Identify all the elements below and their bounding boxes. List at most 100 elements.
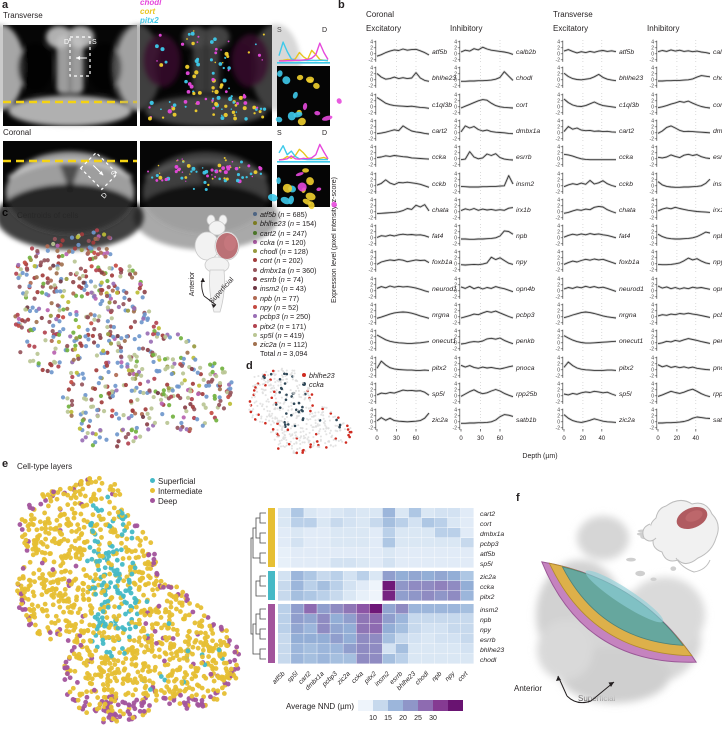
svg-text:-2: -2: [453, 163, 458, 169]
svg-text:4: 4: [557, 145, 560, 151]
legend-dot: [253, 332, 257, 337]
svg-text:0: 0: [370, 420, 373, 426]
svg-text:rpp25b: rpp25b: [516, 391, 537, 398]
legend-item-npb: npb (n = 77): [253, 294, 317, 303]
svg-text:4: 4: [651, 145, 654, 151]
svg-text:chodl: chodl: [414, 670, 430, 686]
mini-plot-transverse-inhibitory-insm2: 420-2 insm2: [650, 171, 722, 195]
svg-text:-2: -2: [556, 294, 561, 300]
panel-b-coronal-title: Coronal: [366, 10, 395, 19]
svg-text:0: 0: [651, 288, 654, 294]
svg-text:-2: -2: [650, 294, 655, 300]
svg-text:dmbx1a: dmbx1a: [713, 128, 722, 135]
svg-text:4: 4: [557, 250, 560, 256]
svg-text:atf5b: atf5b: [619, 49, 634, 56]
svg-text:-2: -2: [453, 268, 458, 274]
svg-text:2: 2: [557, 256, 560, 262]
panel-e-legend: Superficial Intermediate Deep: [150, 477, 202, 507]
svg-text:4: 4: [557, 224, 560, 230]
legend-item-sp5l: sp5l (n = 419): [253, 331, 317, 340]
svg-text:0: 0: [370, 183, 373, 189]
svg-text:0: 0: [651, 393, 654, 399]
legend-dot: [253, 304, 257, 309]
legend-dot: [253, 267, 257, 272]
svg-text:4: 4: [557, 381, 560, 387]
svg-text:0: 0: [557, 288, 560, 294]
legend-dot: [253, 314, 257, 319]
profile-s-label-coronal: S: [277, 130, 282, 137]
svg-text:dmbx1a: dmbx1a: [480, 531, 504, 538]
mini-plot-coronal-inhibitory-penkb: 420-2 penkb: [453, 329, 535, 353]
svg-text:insm2: insm2: [480, 607, 498, 614]
mini-plot-transverse-inhibitory-penkb: 420-2 penkb: [650, 329, 722, 353]
svg-text:c1ql3b: c1ql3b: [619, 102, 639, 109]
mini-plot-transverse-excitatory-neurod1: 420-2 neurod1: [556, 276, 645, 300]
svg-text:-2: -2: [650, 136, 655, 142]
svg-text:-2: -2: [556, 136, 561, 142]
svg-text:4: 4: [454, 224, 457, 230]
svg-text:-2: -2: [650, 215, 655, 221]
svg-text:-2: -2: [453, 58, 458, 64]
svg-text:20: 20: [580, 436, 587, 442]
legend-dot: [253, 323, 257, 328]
mini-plot-transverse-inhibitory-cort: 420-2 cort: [650, 92, 722, 116]
svg-text:D: D: [100, 192, 109, 200]
mini-plot-transverse-excitatory-atf5b: 420-2 atf5b: [556, 40, 635, 64]
svg-text:Anterior: Anterior: [189, 271, 196, 296]
svg-text:4: 4: [651, 355, 654, 361]
svg-text:0: 0: [557, 104, 560, 110]
svg-text:0: 0: [370, 52, 373, 58]
mini-plot-transverse-inhibitory-npb: 420-2 npb: [650, 224, 722, 248]
svg-text:2: 2: [651, 72, 654, 78]
svg-text:2: 2: [370, 203, 373, 209]
svg-text:irx1b: irx1b: [713, 207, 722, 214]
svg-text:esrrb: esrrb: [480, 637, 496, 644]
panel-b-col3-subtitle: Excitatory: [553, 24, 589, 33]
svg-text:0: 0: [557, 209, 560, 215]
legend-item-insm2: insm2 (n = 43): [253, 284, 317, 293]
svg-text:-2: -2: [453, 426, 458, 432]
svg-text:30: 30: [393, 436, 400, 442]
mini-plot-coronal-inhibitory-pnoca: 420-2 pnoca: [453, 355, 535, 379]
svg-text:0: 0: [557, 315, 560, 321]
svg-text:penkb: penkb: [712, 338, 722, 345]
svg-text:4: 4: [370, 197, 373, 203]
colorbar-tick: 20: [399, 715, 407, 722]
svg-text:0: 0: [454, 130, 457, 136]
centroids-scatter: [13, 228, 234, 449]
svg-text:cckb: cckb: [432, 181, 446, 188]
svg-text:4: 4: [651, 66, 654, 72]
svg-text:cart2: cart2: [619, 128, 634, 135]
svg-text:0: 0: [651, 341, 654, 347]
svg-text:2: 2: [557, 177, 560, 183]
svg-text:0: 0: [562, 436, 566, 442]
microscopy-coronal-grayscale: SD: [0, 141, 144, 250]
mini-plot-coronal-inhibitory-esrrb: 420-2 esrrb: [453, 145, 532, 169]
mini-plot-coronal-inhibitory-calb2b: 420-2 calb2b: [453, 40, 537, 64]
svg-text:4: 4: [454, 303, 457, 309]
legend-gene-cort: cort: [140, 7, 156, 16]
svg-text:4: 4: [454, 408, 457, 414]
svg-text:2: 2: [557, 72, 560, 78]
svg-text:4: 4: [557, 40, 560, 46]
svg-text:2: 2: [454, 124, 457, 130]
zoom-inset-transverse: [275, 66, 342, 126]
svg-text:S: S: [92, 39, 97, 46]
mini-plot-coronal-inhibitory-npb: 420-2 npb: [453, 224, 528, 248]
legend-item: ccka: [302, 380, 335, 389]
svg-text:-2: -2: [369, 58, 374, 64]
svg-text:-2: -2: [556, 189, 561, 195]
svg-text:40: 40: [692, 436, 699, 442]
legend-dot: [150, 488, 155, 493]
mini-plot-transverse-inhibitory-pnoca: 420-2 pnoca: [650, 355, 722, 379]
svg-text:4: 4: [370, 118, 373, 124]
mini-plot-transverse-inhibitory-irx1b: 420-2 irx1b: [650, 197, 722, 221]
svg-text:ccka: ccka: [432, 154, 446, 161]
legend-gene-chodl: chodl: [140, 0, 162, 7]
svg-text:4: 4: [454, 171, 457, 177]
svg-text:pnoca: pnoca: [712, 365, 722, 372]
svg-text:2: 2: [557, 414, 560, 420]
svg-text:2: 2: [651, 361, 654, 367]
svg-text:-2: -2: [369, 84, 374, 90]
